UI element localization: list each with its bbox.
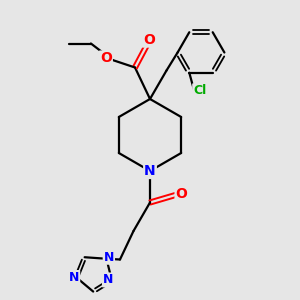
Text: O: O [143, 33, 155, 46]
Text: N: N [103, 274, 113, 286]
Text: O: O [176, 187, 188, 200]
Text: N: N [104, 251, 114, 264]
Text: N: N [144, 164, 156, 178]
Text: N: N [69, 271, 79, 284]
Text: Cl: Cl [193, 84, 206, 97]
Text: O: O [100, 52, 112, 65]
